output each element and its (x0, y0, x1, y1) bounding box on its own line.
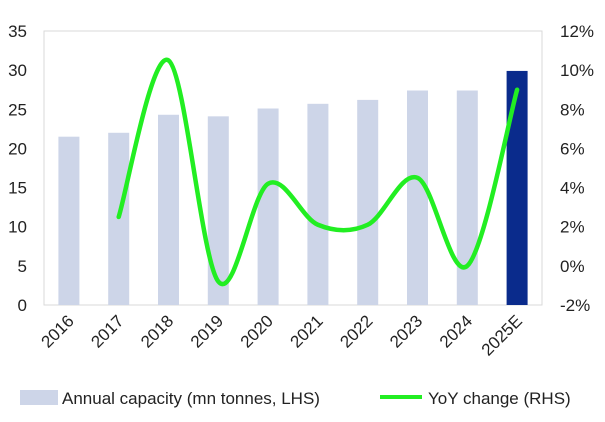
bar-series (58, 70, 528, 306)
legend-swatch-capacity (20, 390, 58, 405)
bar-2021 (307, 103, 329, 305)
bar-2019 (207, 116, 229, 306)
left-tick-label: 30 (8, 61, 27, 80)
plot-frame (43, 30, 543, 306)
x-axis-ticks: 2016 2017 2018 2019 2020 2021 2022 2023 2024 2025… (38, 311, 526, 359)
left-tick-label: 5 (18, 257, 27, 276)
x-tick-label-2020: 2020 (237, 311, 277, 351)
left-tick-label: 20 (8, 139, 27, 158)
left-tick-label: 35 (8, 22, 27, 41)
x-tick-label-2024: 2024 (436, 311, 476, 351)
x-tick-label-2017: 2017 (87, 311, 127, 351)
bar-2022 (357, 99, 379, 306)
legend: Annual capacity (mn tonnes, LHS) YoY cha… (20, 389, 571, 408)
right-tick-label: 12% (560, 22, 594, 41)
right-tick-label: -2% (560, 296, 590, 315)
right-tick-label: 8% (560, 100, 585, 119)
x-tick-label-2016: 2016 (38, 311, 78, 351)
left-axis-ticks: 0 5 10 15 20 25 30 35 (8, 22, 27, 315)
left-tick-label: 15 (8, 179, 27, 198)
x-tick-label-2019: 2019 (187, 311, 227, 351)
left-tick-label: 0 (18, 296, 27, 315)
right-tick-label: 0% (560, 257, 585, 276)
left-tick-label: 10 (8, 218, 27, 237)
x-tick-label-2018: 2018 (137, 311, 177, 351)
x-tick-label-2022: 2022 (336, 311, 376, 351)
legend-label-yoy: YoY change (RHS) (428, 389, 571, 408)
right-tick-label: 4% (560, 179, 585, 198)
line-series (116, 58, 520, 287)
bar-2016 (58, 136, 80, 305)
bar-2025E (506, 70, 528, 305)
left-tick-label: 25 (8, 100, 27, 119)
right-tick-label: 10% (560, 61, 594, 80)
bar-2023 (407, 90, 428, 305)
plot-area (43, 30, 543, 306)
legend-label-capacity: Annual capacity (mn tonnes, LHS) (62, 389, 320, 408)
right-axis-ticks: -2% 0% 2% 4% 6% 8% 10% 12% (560, 22, 594, 315)
x-tick-label-2025E: 2025E (478, 311, 526, 359)
yoy-line (116, 58, 520, 287)
bar-2020 (257, 108, 279, 305)
bar-2024 (456, 90, 478, 305)
bar-2018 (158, 114, 179, 305)
right-tick-label: 6% (560, 139, 585, 158)
x-tick-label-2021: 2021 (287, 311, 327, 351)
x-tick-label-2023: 2023 (386, 311, 426, 351)
right-tick-label: 2% (560, 218, 585, 237)
